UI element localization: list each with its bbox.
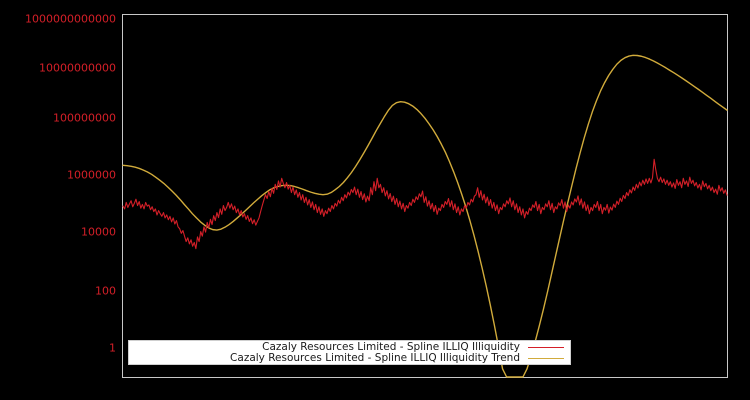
- ytick-label-100: 100: [95, 284, 116, 298]
- ytick-label-100000000: 100000000: [53, 111, 116, 125]
- legend-swatch-illiquidity: [528, 346, 564, 348]
- ytick-label-10000: 10000: [81, 225, 116, 239]
- ytick-label-1000000000000: 1000000000000: [25, 12, 116, 26]
- series-line-trend: [122, 54, 728, 378]
- legend-item-trend[interactable]: Cazaly Resources Limited - Spline ILLIQ …: [129, 351, 570, 364]
- ytick-label-1: 1: [109, 341, 116, 355]
- legend-item-illiquidity[interactable]: Cazaly Resources Limited - Spline ILLIQ …: [129, 340, 570, 353]
- legend: Cazaly Resources Limited - Spline ILLIQ …: [128, 340, 571, 365]
- plot-area: [122, 14, 728, 378]
- ytick-label-10000000000: 10000000000: [39, 61, 116, 75]
- ytick-label-1000000: 1000000: [67, 168, 116, 182]
- legend-label-trend: Cazaly Resources Limited - Spline ILLIQ …: [230, 351, 520, 364]
- series-line-illiquidity: [122, 158, 728, 250]
- legend-label-illiquidity: Cazaly Resources Limited - Spline ILLIQ …: [262, 340, 520, 353]
- legend-swatch-trend: [528, 357, 564, 359]
